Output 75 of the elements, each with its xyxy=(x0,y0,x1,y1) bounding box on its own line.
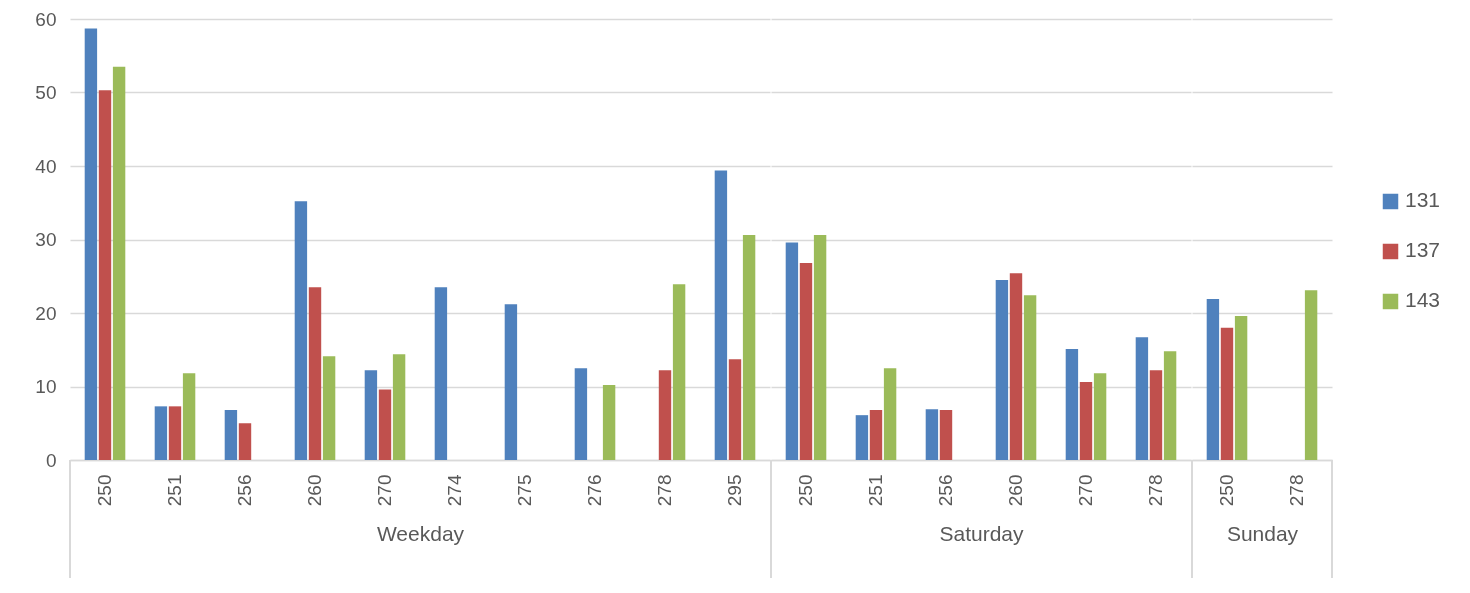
x-tick-label: 250 xyxy=(94,474,115,507)
bar xyxy=(1163,351,1177,460)
x-tick-label: 278 xyxy=(654,474,675,507)
bar xyxy=(785,242,799,460)
x-tick-label: 250 xyxy=(1216,474,1237,507)
bar xyxy=(855,415,869,460)
legend-label: 137 xyxy=(1405,238,1441,262)
x-tick-label: 270 xyxy=(1075,474,1096,507)
x-tick-label: 274 xyxy=(444,474,465,507)
bar xyxy=(1206,299,1220,460)
x-tick-label: 276 xyxy=(584,474,605,507)
legend-label: 131 xyxy=(1405,188,1441,212)
y-tick-label: 30 xyxy=(35,229,57,250)
x-tick-label: 256 xyxy=(234,474,255,507)
legend-label: 143 xyxy=(1405,288,1441,312)
bar xyxy=(392,354,406,460)
bar xyxy=(672,284,686,460)
y-tick-label: 20 xyxy=(35,302,57,324)
x-axis-title: Sunday xyxy=(1226,522,1299,546)
y-tick-label: 0 xyxy=(45,449,57,471)
bar xyxy=(112,66,126,460)
bar xyxy=(1304,290,1318,460)
bar xyxy=(322,356,336,460)
bar xyxy=(1079,382,1093,460)
bar xyxy=(238,423,252,460)
bar xyxy=(1234,315,1248,460)
bar xyxy=(799,263,813,460)
bar xyxy=(98,90,112,460)
x-axis-title: Weekday xyxy=(376,522,465,546)
bar xyxy=(182,373,196,460)
y-tick-label: 40 xyxy=(35,155,57,177)
bar xyxy=(995,279,1009,460)
x-axis-title: Saturday xyxy=(939,522,1025,546)
bar xyxy=(658,370,672,460)
bar xyxy=(1093,373,1107,460)
bar xyxy=(504,304,518,460)
bar xyxy=(294,201,308,460)
y-tick-label: 60 xyxy=(35,8,57,30)
bar xyxy=(168,406,182,460)
x-tick-label: 275 xyxy=(514,474,535,507)
bar xyxy=(308,287,322,460)
x-tick-label: 250 xyxy=(795,474,816,507)
bar xyxy=(434,287,448,460)
bar xyxy=(154,406,168,460)
x-tick-label: 278 xyxy=(1286,474,1307,507)
x-tick-label: 270 xyxy=(374,474,395,507)
bar xyxy=(378,389,392,460)
bar xyxy=(1135,337,1149,460)
bar xyxy=(714,170,728,460)
y-tick-label: 50 xyxy=(35,82,57,103)
bar xyxy=(1220,327,1234,460)
bar xyxy=(602,385,616,460)
bar xyxy=(1009,273,1023,460)
x-tick-label: 251 xyxy=(164,474,185,507)
x-tick-label: 278 xyxy=(1145,474,1166,507)
y-tick-label: 10 xyxy=(35,376,57,397)
x-tick-label: 251 xyxy=(865,474,886,507)
bar xyxy=(224,410,238,460)
bar xyxy=(1065,349,1079,460)
bar xyxy=(883,368,897,460)
bar xyxy=(869,410,883,460)
bar xyxy=(364,370,378,460)
x-tick-label: 256 xyxy=(935,474,956,507)
bar xyxy=(728,359,742,460)
x-tick-label: 295 xyxy=(724,474,745,507)
x-tick-label: 260 xyxy=(1005,474,1026,507)
bar xyxy=(742,235,756,460)
bar xyxy=(574,368,588,460)
x-tick-label: 260 xyxy=(304,474,325,507)
bar xyxy=(1023,295,1037,460)
bar xyxy=(1149,370,1163,460)
bar xyxy=(813,235,827,460)
bar xyxy=(939,410,953,460)
bar xyxy=(925,409,939,460)
bar xyxy=(84,28,98,460)
